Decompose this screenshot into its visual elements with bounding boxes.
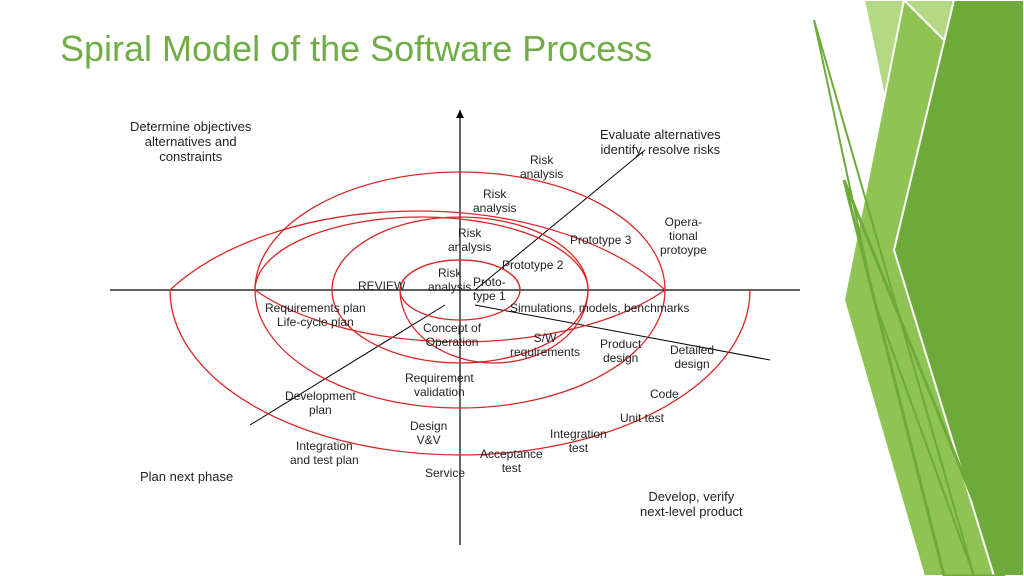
risk3-label: Risk analysis bbox=[473, 188, 516, 216]
integ-label: Integration test bbox=[550, 428, 607, 456]
req-plan-label: Requirements plan Life-cycle plan bbox=[265, 302, 366, 330]
det-design-label: Detailed design bbox=[670, 344, 714, 372]
slide: Spiral Model of the Software Process Det… bbox=[0, 0, 1024, 576]
sims-label: Simulations, models, benchmarks bbox=[510, 302, 689, 316]
risk2-label: Risk analysis bbox=[448, 227, 491, 255]
dev-plan-label: Development plan bbox=[285, 390, 356, 418]
op-proto-label: Opera- tional protoype bbox=[660, 216, 707, 257]
quadrant-br: Develop, verify next-level product bbox=[640, 490, 743, 520]
quadrant-bl: Plan next phase bbox=[140, 470, 233, 485]
req-val-label: Requirement validation bbox=[405, 372, 474, 400]
spiral-diagram: Determine objectives alternatives and co… bbox=[80, 100, 840, 560]
int-plan-label: Integration and test plan bbox=[290, 440, 359, 468]
quadrant-tr: Evaluate alternatives identify, resolve … bbox=[600, 128, 721, 158]
code-label: Code bbox=[650, 388, 679, 402]
unit-label: Unit test bbox=[620, 412, 664, 426]
proto1-label: Proto- type 1 bbox=[473, 276, 506, 304]
swreq-label: S/W requirements bbox=[510, 332, 580, 360]
quadrant-tl: Determine objectives alternatives and co… bbox=[130, 120, 251, 165]
slide-title: Spiral Model of the Software Process bbox=[60, 28, 652, 70]
concept-label: Concept of Operation bbox=[423, 322, 481, 350]
review-label: REVIEW bbox=[358, 280, 405, 294]
proto3-label: Prototype 3 bbox=[570, 234, 631, 248]
accept-label: Acceptance test bbox=[480, 448, 543, 476]
service-label: Service bbox=[425, 467, 465, 481]
prod-design-label: Product design bbox=[600, 338, 641, 366]
design-vv-label: Design V&V bbox=[410, 420, 447, 448]
proto2-label: Prototype 2 bbox=[502, 259, 563, 273]
risk1-label: Risk analysis bbox=[428, 267, 471, 295]
risk4-label: Risk analysis bbox=[520, 154, 563, 182]
